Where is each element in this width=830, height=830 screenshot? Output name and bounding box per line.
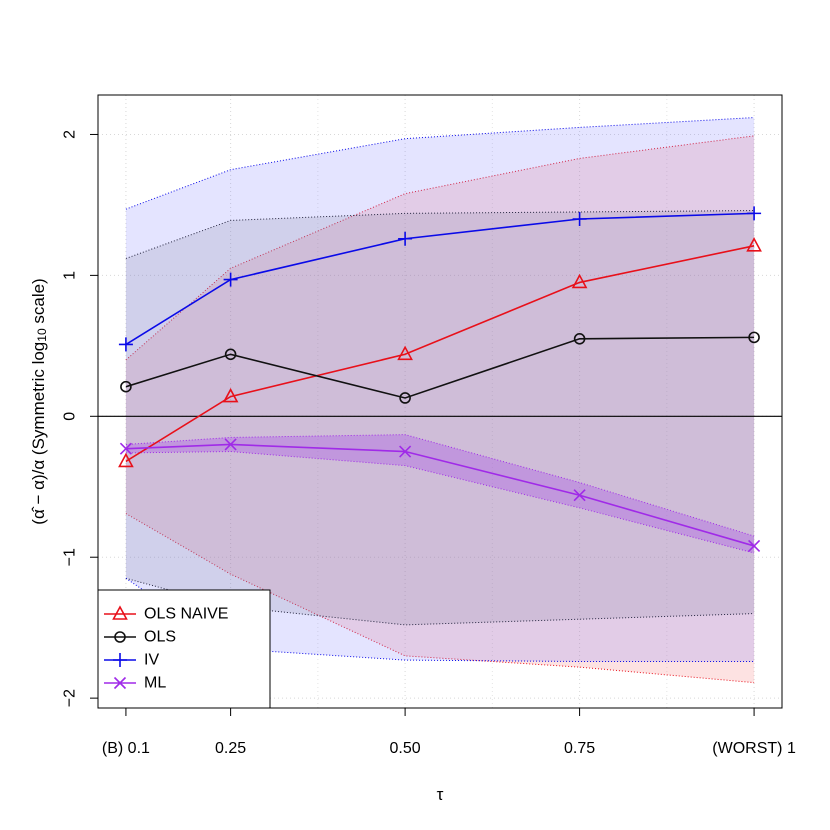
legend-item: OLS (104, 629, 176, 646)
point-marker (399, 392, 411, 404)
x-tick-label: 0.25 (215, 740, 246, 757)
point-marker (119, 442, 132, 455)
legend: OLS NAIVE OLS IV ML (97, 589, 271, 709)
point-marker (112, 605, 128, 620)
series-line (125, 336, 755, 399)
legend-item: ML (104, 675, 166, 692)
point-marker (572, 212, 587, 227)
series-ml (119, 438, 761, 553)
point-marker (118, 452, 134, 468)
point-marker (113, 676, 127, 690)
axes: (B) 0.1 0.25 0.50 0.75 (WORST) 1 −2 −1 0 1 2 (62, 130, 796, 757)
point-marker (748, 331, 760, 344)
band-edge-upper (125, 117, 755, 210)
point-marker (573, 489, 586, 502)
x-tick-label: 0.50 (390, 740, 421, 757)
band-edge-lower (125, 513, 755, 684)
x-axis-title: τ (437, 785, 444, 804)
point-marker (398, 231, 413, 246)
band-iv (125, 117, 755, 662)
point-marker (114, 631, 126, 643)
legend-box (97, 589, 271, 709)
point-marker (573, 332, 586, 345)
band-ols (125, 210, 755, 625)
legend-label: ML (144, 675, 166, 692)
point-marker (120, 380, 132, 393)
band-edge-lower (125, 451, 755, 554)
band-edge-upper (125, 434, 755, 537)
series-ols-naive (118, 237, 762, 468)
y-tick-label: 1 (62, 271, 79, 280)
confidence-bands (125, 117, 755, 684)
series-lines (118, 206, 762, 553)
series-ols (120, 331, 760, 404)
legend-label: IV (144, 652, 159, 669)
point-marker (113, 653, 127, 667)
point-marker (748, 539, 761, 553)
legend-label: OLS (144, 629, 176, 646)
point-marker (224, 438, 237, 451)
x-tick-label: (B) 0.1 (102, 740, 150, 757)
point-marker (746, 237, 762, 252)
legend-item: OLS NAIVE (104, 605, 228, 623)
y-axis-title: (α̂ − α)/α (Symmetric log10 scale) (29, 278, 50, 524)
point-marker (397, 345, 413, 361)
y-tick-label: 0 (62, 412, 79, 421)
point-marker (399, 445, 412, 458)
legend-item: IV (104, 652, 159, 669)
point-marker (118, 337, 133, 352)
y-tick-label: −2 (62, 689, 79, 707)
band-ols-naive (125, 135, 755, 683)
point-marker (747, 206, 762, 221)
series-line (125, 245, 755, 463)
point-marker (224, 348, 237, 361)
x-tick-label: 0.75 (564, 740, 595, 757)
series-iv (118, 206, 762, 352)
legend-label: OLS NAIVE (144, 606, 228, 623)
y-tick-label: −1 (62, 548, 79, 566)
y-tick-label: 2 (62, 130, 79, 139)
point-marker (222, 387, 239, 403)
point-marker (571, 273, 588, 289)
x-tick-label: (WORST) 1 (712, 740, 796, 757)
point-marker (223, 272, 238, 287)
